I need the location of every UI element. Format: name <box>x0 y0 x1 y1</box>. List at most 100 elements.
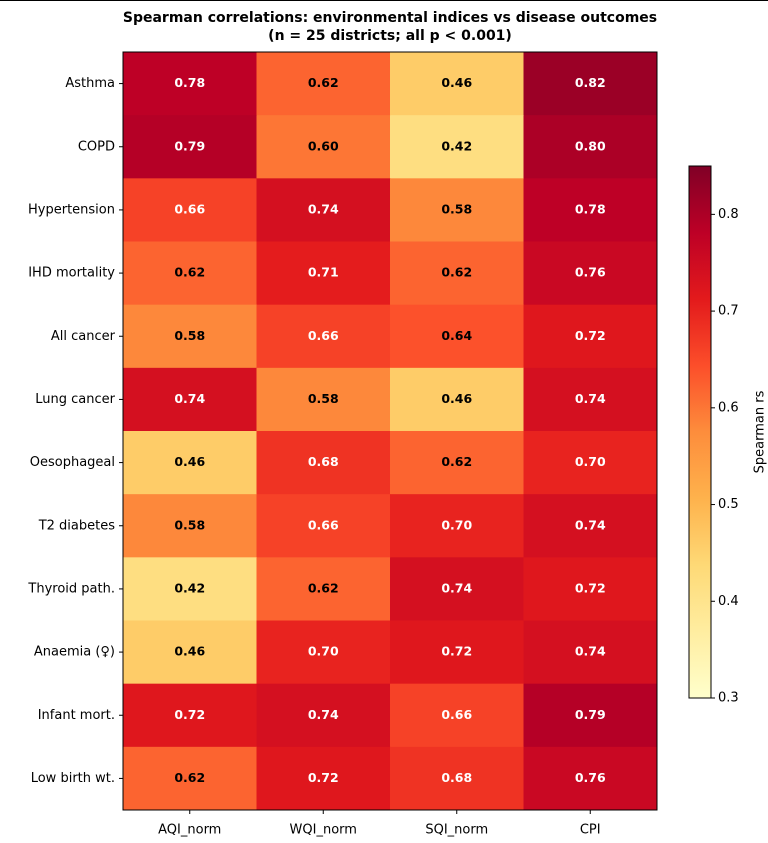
heatmap-cell <box>390 115 524 179</box>
heatmap-cell <box>523 683 658 748</box>
cell-label: 0.74 <box>575 644 606 659</box>
y-tick-label: T2 diabetes <box>38 518 116 533</box>
heatmap-cell <box>256 683 391 748</box>
heatmap-cell <box>523 52 658 116</box>
colorbar-tick-label: 0.7 <box>718 304 739 319</box>
x-tick-label: WQI_norm <box>290 823 357 838</box>
colorbar <box>688 165 712 699</box>
y-tick-label: Thyroid path. <box>27 581 115 596</box>
heatmap-cell <box>390 52 524 116</box>
colorbar-label: Spearman rs <box>753 390 768 473</box>
cell-label: 0.58 <box>174 328 205 343</box>
colorbar-tick-label: 0.4 <box>718 594 739 609</box>
heatmap-cell <box>523 620 658 685</box>
y-tick-label: IHD mortality <box>28 266 115 281</box>
y-tick-label: Low birth wt. <box>31 771 115 786</box>
heatmap-cell <box>256 557 391 621</box>
heatmap-cell <box>523 557 658 621</box>
cell-label: 0.62 <box>308 75 339 90</box>
heatmap-cell <box>523 494 658 558</box>
heatmap-cell <box>256 431 391 495</box>
heatmap-cell <box>390 494 524 558</box>
cell-label: 0.79 <box>575 707 606 722</box>
heatmap-cell <box>123 494 257 558</box>
heatmap-cell <box>256 241 391 306</box>
heatmap-cell <box>123 557 257 621</box>
chart-title: Spearman correlations: environmental ind… <box>123 10 657 26</box>
heatmap-cell <box>256 367 391 432</box>
y-tick-label: COPD <box>78 139 115 154</box>
heatmap-cell <box>123 241 257 306</box>
heatmap-cell <box>390 746 524 811</box>
cell-label: 0.62 <box>174 770 205 785</box>
x-tick-label: CPI <box>580 823 601 838</box>
cell-label: 0.79 <box>174 138 205 153</box>
heatmap-cell <box>256 746 391 811</box>
cell-label: 0.58 <box>441 201 472 216</box>
y-tick-label: Hypertension <box>28 202 115 217</box>
heatmap-cell <box>523 431 658 495</box>
cell-label: 0.78 <box>575 201 606 216</box>
cell-label: 0.78 <box>174 75 205 90</box>
cell-label: 0.62 <box>308 580 339 595</box>
heatmap-cell <box>256 620 391 685</box>
cell-label: 0.74 <box>308 707 339 722</box>
cell-label: 0.82 <box>575 75 606 90</box>
cell-label: 0.72 <box>441 644 472 659</box>
heatmap-cell <box>523 367 658 432</box>
heatmap-cell <box>523 304 658 369</box>
heatmap-cell <box>123 178 257 242</box>
cell-label: 0.46 <box>174 644 205 659</box>
heatmap-cell <box>390 304 524 369</box>
cell-label: 0.46 <box>174 454 205 469</box>
heatmap-cell <box>390 431 524 495</box>
cell-label: 0.58 <box>308 391 339 406</box>
heatmap-cell <box>523 178 658 242</box>
heatmap-cell <box>390 620 524 685</box>
colorbar-tick-label: 0.6 <box>718 400 739 415</box>
y-tick-label: All cancer <box>51 329 116 344</box>
heatmap-cell <box>256 178 391 242</box>
heatmap-cell <box>256 115 391 179</box>
cell-label: 0.60 <box>308 138 339 153</box>
y-tick-label: Anaemia (♀) <box>34 645 115 660</box>
colorbar-tick-label: 0.3 <box>718 691 739 706</box>
heatmap-cell <box>123 52 257 116</box>
y-tick-label: Infant mort. <box>38 708 115 723</box>
heatmap-cell <box>123 620 257 685</box>
heatmap-cell <box>256 494 391 558</box>
plot-frame <box>122 51 658 811</box>
cell-label: 0.46 <box>441 75 472 90</box>
cell-label: 0.66 <box>441 707 472 722</box>
cell-label: 0.42 <box>441 138 472 153</box>
cell-label: 0.42 <box>174 580 205 595</box>
chart-subtitle: (n = 25 districts; all p < 0.001) <box>268 28 512 44</box>
heatmap-cell <box>523 115 658 179</box>
heatmap-cell <box>123 746 257 811</box>
heatmap-cell <box>390 241 524 306</box>
cell-label: 0.76 <box>575 265 606 280</box>
cell-label: 0.74 <box>308 201 339 216</box>
heatmap-cell <box>123 367 257 432</box>
cell-label: 0.66 <box>174 201 205 216</box>
cell-label: 0.70 <box>575 454 606 469</box>
cell-label: 0.68 <box>308 454 339 469</box>
cell-label: 0.46 <box>441 391 472 406</box>
cell-label: 0.62 <box>174 265 205 280</box>
heatmap-cell <box>123 683 257 748</box>
heatmap-cell <box>256 304 391 369</box>
heatmap-cell <box>523 241 658 306</box>
cell-label: 0.62 <box>441 454 472 469</box>
heatmap-cell <box>123 304 257 369</box>
x-tick-label: AQI_norm <box>158 823 221 838</box>
cell-label: 0.71 <box>308 265 339 280</box>
heatmap-cell <box>390 178 524 242</box>
cell-label: 0.74 <box>575 391 606 406</box>
cell-label: 0.74 <box>575 517 606 532</box>
cell-label: 0.66 <box>308 328 339 343</box>
colorbar-tick-label: 0.5 <box>718 497 739 512</box>
cell-label: 0.70 <box>441 517 472 532</box>
cell-label: 0.74 <box>174 391 205 406</box>
heatmap-cell <box>523 746 658 811</box>
